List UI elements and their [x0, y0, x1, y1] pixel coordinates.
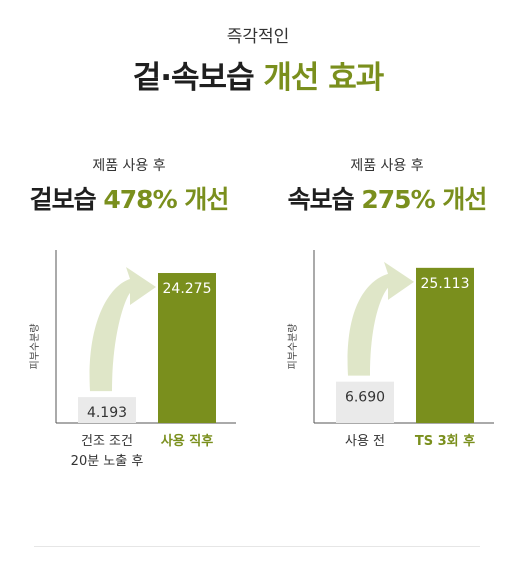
y-axis-label: 피부수분량	[287, 324, 299, 370]
panel-1-caption: 제품 사용 후	[92, 158, 166, 174]
title-main: 겉·속보습	[132, 60, 255, 96]
page-title: 겉·속보습 개선 효과	[0, 52, 516, 97]
title-accent: 개선 효과	[263, 60, 384, 96]
category-label-1: 사용 전	[345, 434, 385, 449]
bar-2-value-label: 24.275	[163, 281, 212, 297]
panel-1-headline-accent: 478% 개선	[103, 185, 229, 214]
bar-1-value-label: 6.690	[345, 390, 385, 406]
panel-2-headline-accent: 275% 개선	[361, 185, 487, 214]
growth-arrow	[347, 261, 414, 376]
y-axis-label: 피부수분량	[29, 324, 41, 370]
category-label-2: TS 3회 후	[415, 433, 475, 449]
page-subtitle: 즉각적인	[226, 27, 290, 47]
category-label-2: 사용 직후	[161, 433, 213, 449]
chart-1: 피부수분량 4.193 건조 조건 20분 노출 후 24.275 사용 직후	[29, 250, 236, 469]
bar-1	[336, 381, 394, 423]
bar-1	[78, 397, 136, 423]
panel-1-headline-main: 겉보습	[29, 185, 97, 214]
panel-2-headline: 속보습 275% 개선	[258, 180, 516, 216]
bar-1-value-label: 4.193	[87, 405, 127, 421]
panel-2-caption: 제품 사용 후	[350, 158, 424, 174]
category-label-1: 건조 조건	[81, 434, 133, 449]
category-label-1: 20분 노출 후	[71, 454, 144, 469]
panel-1-headline: 겉보습 478% 개선	[0, 180, 258, 216]
chart-2: 피부수분량 6.690 사용 전 25.113 TS 3회 후	[287, 250, 494, 449]
bar-2	[158, 273, 216, 423]
bar-2	[416, 267, 474, 423]
growth-arrow	[89, 267, 156, 392]
bar-2-value-label: 25.113	[421, 276, 470, 292]
panel-2-headline-main: 속보습	[287, 185, 355, 214]
bottom-divider	[34, 546, 480, 547]
